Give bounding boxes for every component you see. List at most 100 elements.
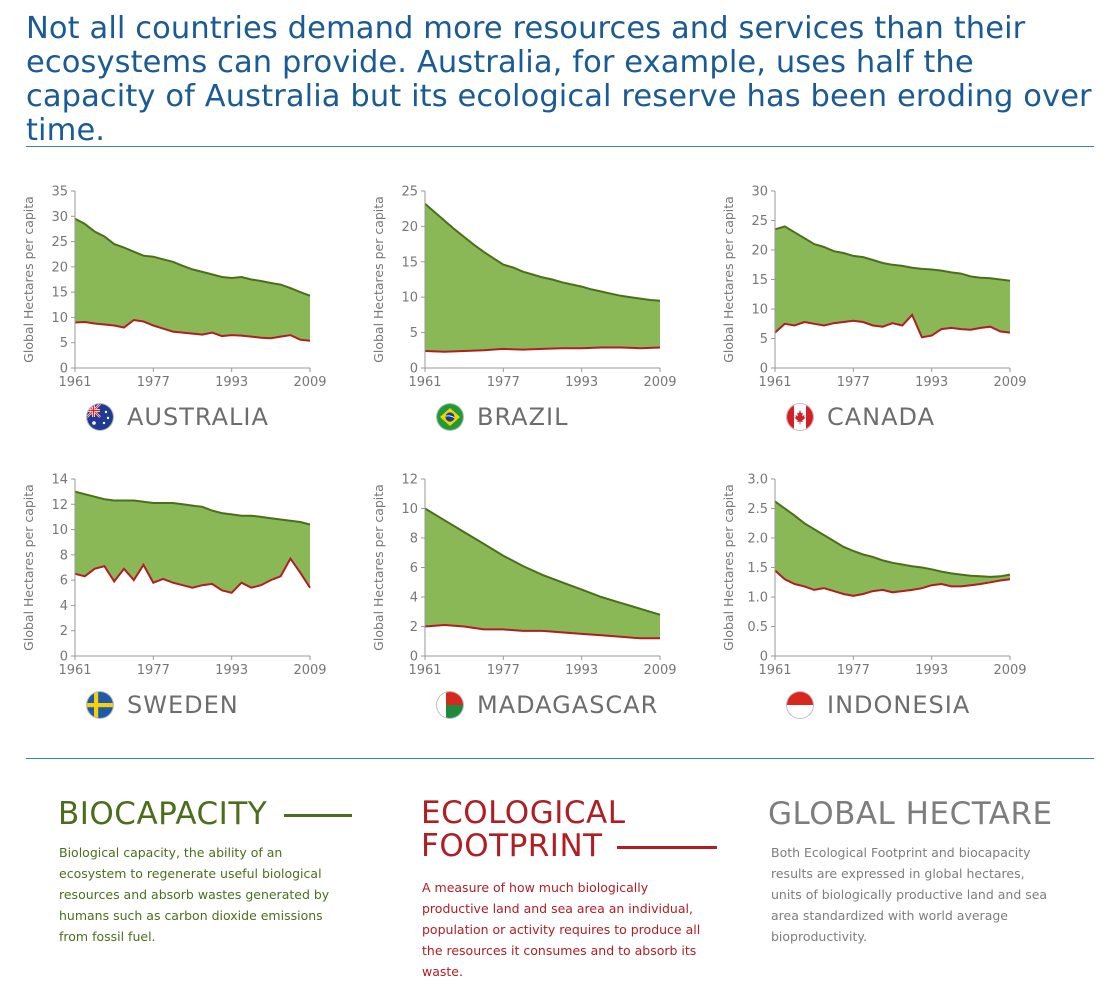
country-caption: INDONESIA xyxy=(787,690,970,720)
indonesia-flag-icon xyxy=(787,692,813,718)
y-tick-label: 15 xyxy=(401,255,418,270)
y-tick-label: 20 xyxy=(51,260,68,275)
y-tick-label: 10 xyxy=(401,502,418,517)
y-tick-label: 0 xyxy=(60,650,68,665)
y-tick-label: 20 xyxy=(751,244,768,259)
x-tick-label: 1993 xyxy=(915,375,948,390)
y-axis-label: Global Hectares per capita xyxy=(371,484,386,651)
plot-area: 0 2 4 6 8 10 12 14 1961 1977 1993 2009 Global Hectar… xyxy=(21,473,327,679)
footprint-title-line2: FOOTPRINT xyxy=(421,828,603,864)
y-axis-label: Global Hectares per capita xyxy=(21,484,36,651)
y-tick-label: 8 xyxy=(410,532,418,547)
reserve-area xyxy=(775,226,1010,338)
y-axis-label: Global Hectares per capita xyxy=(21,196,36,363)
x-tick-label: 1961 xyxy=(408,663,441,678)
x-tick-label: 1961 xyxy=(758,663,791,678)
australia-flag-icon xyxy=(87,404,113,430)
y-tick-label: 1.0 xyxy=(747,591,768,606)
x-tick-label: 2009 xyxy=(293,663,326,678)
y-tick-label: 15 xyxy=(751,273,768,288)
chart-australia: 0 5 10 15 20 25 30 35 1961 1977 1993 2009 Global Hec… xyxy=(20,180,370,450)
y-tick-label: 8 xyxy=(60,548,68,563)
country-name: INDONESIA xyxy=(827,691,971,719)
x-tick-label: 1993 xyxy=(915,663,948,678)
y-tick-label: 5 xyxy=(60,336,68,351)
x-tick-label: 1977 xyxy=(137,375,170,390)
y-tick-label: 35 xyxy=(51,185,68,200)
bottom-divider xyxy=(26,758,1094,759)
country-name: MADAGASCAR xyxy=(477,691,659,719)
plot-area: 0 2 4 6 8 10 12 1961 1977 1993 2009 Global Hectares… xyxy=(371,473,677,679)
y-tick-label: 6 xyxy=(410,561,418,576)
y-tick-label: 10 xyxy=(751,303,768,318)
y-tick-label: 4 xyxy=(410,591,418,606)
reserve-area xyxy=(775,501,1010,596)
country-name: BRAZIL xyxy=(477,403,569,431)
biocapacity-line xyxy=(424,507,661,616)
reserve-area xyxy=(75,218,310,341)
reserve-area xyxy=(425,508,660,639)
y-axis-label: Global Hectares per capita xyxy=(721,484,736,651)
y-tick-label: 25 xyxy=(51,235,68,250)
x-tick-label: 1977 xyxy=(487,375,520,390)
plot-area: 0 5 10 15 20 25 30 35 1961 1977 1993 2009 Global Hec… xyxy=(21,185,327,391)
country-caption: SWEDEN xyxy=(87,690,239,720)
country-caption: BRAZIL xyxy=(437,402,568,432)
y-tick-label: 1.5 xyxy=(747,561,768,576)
x-tick-label: 1961 xyxy=(758,375,791,390)
biocapacity-line xyxy=(74,217,311,297)
plot-area: 0 0.5 1.0 1.5 2.0 2.5 3.0 1961 1977 1993 2009 Globa… xyxy=(721,473,1027,679)
chart-madagascar: 0 2 4 6 8 10 12 1961 1977 1993 2009 Global Hectares… xyxy=(370,468,720,738)
hectare-description: Both Ecological Footprint and biocapacit… xyxy=(771,845,1048,944)
brazil-flag-icon xyxy=(437,404,463,430)
biocapacity-line-swatch xyxy=(283,814,352,817)
y-tick-label: 30 xyxy=(51,210,68,225)
x-tick-label: 1977 xyxy=(487,663,520,678)
y-tick-label: 2.0 xyxy=(747,532,768,547)
footprint-line xyxy=(774,313,1011,339)
y-tick-label: 10 xyxy=(401,291,418,306)
country-name: CANADA xyxy=(827,403,936,431)
biocapacity-line xyxy=(774,500,1011,578)
y-tick-label: 0 xyxy=(760,650,768,665)
y-tick-label: 20 xyxy=(401,220,418,235)
chart-canada: 0 5 10 15 20 25 30 1961 1977 1993 2009 Global Hecta… xyxy=(720,180,1070,450)
y-tick-label: 5 xyxy=(410,326,418,341)
x-tick-label: 1961 xyxy=(58,663,91,678)
y-tick-label: 0 xyxy=(760,362,768,377)
y-tick-label: 30 xyxy=(751,185,768,200)
canada-flag-icon xyxy=(787,404,813,430)
x-tick-label: 1961 xyxy=(58,375,91,390)
x-tick-label: 2009 xyxy=(993,375,1026,390)
hectare-title: GLOBAL HECTARE xyxy=(768,796,1053,832)
x-tick-label: 1993 xyxy=(565,375,598,390)
plot-area: 0 5 10 15 20 25 30 1961 1977 1993 2009 Global Hecta… xyxy=(721,185,1027,391)
x-tick-label: 2009 xyxy=(993,663,1026,678)
chart-brazil: 0 5 10 15 20 25 1961 1977 1993 2009 Global Hectare… xyxy=(370,180,720,450)
footprint-line-swatch xyxy=(616,846,717,849)
x-tick-label: 2009 xyxy=(643,663,676,678)
y-tick-label: 4 xyxy=(60,599,68,614)
footprint-line xyxy=(424,346,661,353)
country-caption: AUSTRALIA xyxy=(87,402,269,432)
plot-area: 0 5 10 15 20 25 1961 1977 1993 2009 Global Hectare… xyxy=(371,185,677,391)
y-tick-label: 0 xyxy=(410,650,418,665)
y-tick-label: 0 xyxy=(410,362,418,377)
y-tick-label: 12 xyxy=(401,473,418,488)
x-tick-label: 2009 xyxy=(643,375,676,390)
y-tick-label: 25 xyxy=(751,214,768,229)
y-tick-label: 14 xyxy=(51,473,68,488)
y-tick-label: 10 xyxy=(51,523,68,538)
biocapacity-line xyxy=(774,225,1011,282)
footprint-line xyxy=(74,556,311,594)
y-tick-label: 3.0 xyxy=(747,473,768,488)
biocapacity-description: Biological capacity, the ability of an e… xyxy=(59,845,330,944)
chart-indonesia: 0 0.5 1.0 1.5 2.0 2.5 3.0 1961 1977 1993 2009 Globa… xyxy=(720,468,1070,738)
biocapacity-title: BIOCAPACITY xyxy=(58,797,352,831)
x-tick-label: 1993 xyxy=(215,663,248,678)
x-tick-label: 1977 xyxy=(837,375,870,390)
x-tick-label: 1993 xyxy=(565,663,598,678)
country-name: AUSTRALIA xyxy=(127,403,269,431)
footprint-title: ECOLOGICAL FOOTPRINT xyxy=(421,797,717,863)
y-tick-label: 5 xyxy=(760,332,768,347)
